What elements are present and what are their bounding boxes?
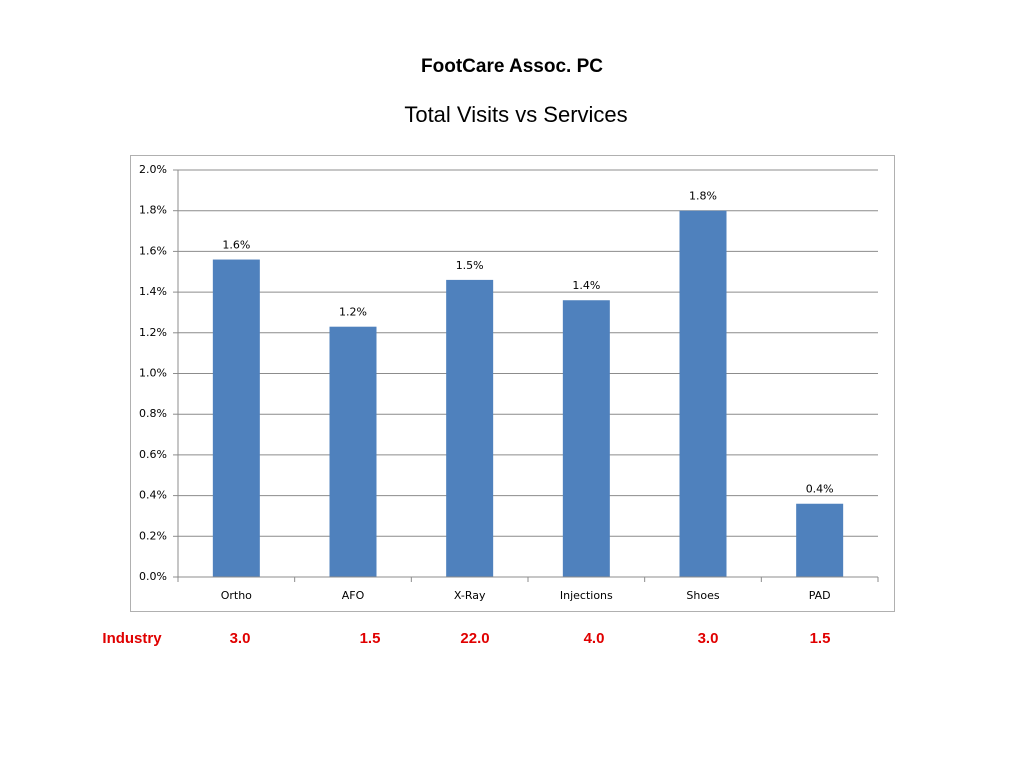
bar — [562, 300, 610, 577]
y-tick-label: 0.6% — [139, 448, 167, 461]
y-tick-label: 2.0% — [139, 163, 167, 176]
x-tick-label: Ortho — [221, 589, 252, 602]
chart-frame — [130, 155, 895, 612]
chart-title: FootCare Assoc. PC — [421, 56, 603, 77]
y-tick-label: 0.0% — [139, 570, 167, 583]
x-tick-label: AFO — [342, 589, 365, 602]
y-tick-label: 1.2% — [139, 326, 167, 339]
data-label: 0.4% — [806, 483, 834, 496]
industry-value: 3.0 — [698, 630, 719, 647]
x-tick-label: X-Ray — [454, 589, 486, 602]
data-label: 1.8% — [689, 190, 717, 203]
y-tick-label: 0.8% — [139, 407, 167, 420]
bar — [796, 503, 844, 577]
y-tick-label: 0.2% — [139, 529, 167, 542]
x-tick-label: Injections — [560, 589, 613, 602]
industry-label: Industry — [102, 630, 162, 647]
chart-subtitle: Total Visits vs Services — [404, 102, 627, 127]
data-label: 1.2% — [339, 306, 367, 319]
y-tick-label: 0.4% — [139, 489, 167, 502]
y-tick-label: 1.6% — [139, 244, 167, 257]
industry-value: 1.5 — [360, 630, 381, 647]
bar — [446, 279, 494, 577]
bar — [329, 326, 377, 577]
data-label: 1.4% — [572, 279, 600, 292]
industry-value: 4.0 — [584, 630, 605, 647]
industry-value: 1.5 — [810, 630, 831, 647]
x-tick-label: Shoes — [686, 589, 719, 602]
data-label: 1.6% — [222, 239, 250, 252]
y-tick-label: 1.0% — [139, 367, 167, 380]
bar — [212, 259, 260, 577]
y-tick-label: 1.8% — [139, 204, 167, 217]
y-tick-label: 1.4% — [139, 285, 167, 298]
industry-value: 3.0 — [230, 630, 251, 647]
bar — [679, 210, 727, 577]
industry-value: 22.0 — [460, 630, 489, 647]
x-tick-label: PAD — [809, 589, 831, 602]
data-label: 1.5% — [456, 259, 484, 272]
